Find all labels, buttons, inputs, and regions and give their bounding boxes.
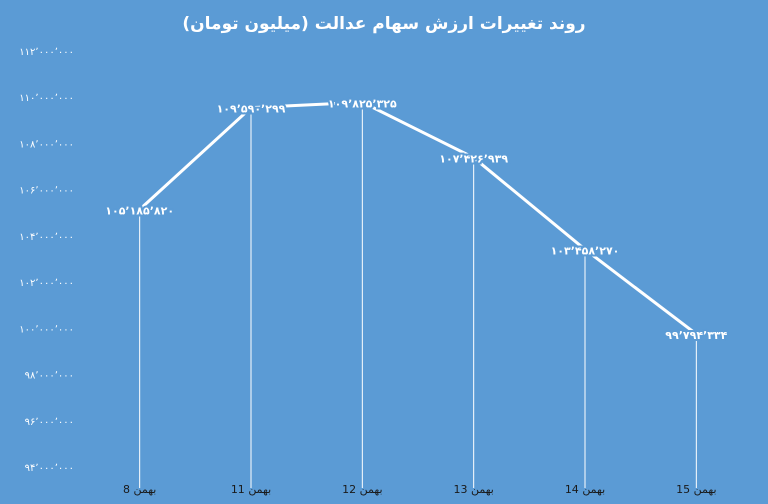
x-tick-label: 13 بهمن: [453, 483, 493, 496]
y-tick-label: ۹۸٬۰۰۰٬۰۰۰: [25, 371, 74, 382]
chart-title: روند تغییرات ارزش سهام عدالت (میلیون توم…: [182, 14, 585, 34]
data-label: ۱۰۷٬۴۲۶٬۹۳۹: [439, 153, 508, 166]
x-tick-label: 12 بهمن: [342, 483, 382, 496]
y-tick-label: ۱۰۴٬۰۰۰٬۰۰۰: [19, 232, 74, 243]
x-tick-label: 8 بهمن: [123, 483, 156, 496]
data-label: ۱۰۹٬۵۹۰٬۲۹۹: [217, 103, 286, 116]
y-tick-label: ۹۶٬۰۰۰٬۰۰۰: [25, 417, 74, 428]
y-tick-label: ۱۰۰٬۰۰۰٬۰۰۰: [19, 324, 74, 335]
y-tick-label: ۱۱۲٬۰۰۰٬۰۰۰: [19, 47, 74, 58]
y-tick-label: ۱۰۲٬۰۰۰٬۰۰۰: [19, 278, 74, 289]
data-label: ۱۰۹٬۸۲۵٬۳۲۵: [328, 97, 397, 110]
x-tick-label: 14 بهمن: [565, 483, 605, 496]
data-label: ۱۰۵٬۱۸۵٬۸۲۰: [105, 204, 174, 217]
y-tick-label: ۹۴٬۰۰۰٬۰۰۰: [25, 463, 74, 474]
y-tick-label: ۱۰۶٬۰۰۰٬۰۰۰: [19, 186, 74, 197]
series-line: [138, 100, 698, 336]
data-label: ۱۰۳٬۴۵۸٬۲۷۰: [551, 244, 620, 257]
y-tick-label: ۱۱۰٬۰۰۰٬۰۰۰: [19, 93, 74, 104]
x-tick-label: 11 بهمن: [231, 483, 271, 496]
y-tick-label: ۱۰۸٬۰۰۰٬۰۰۰: [19, 139, 74, 150]
x-tick-label: 15 بهمن: [676, 483, 716, 496]
data-label: ۹۹٬۷۹۴٬۳۳۴: [665, 329, 727, 342]
